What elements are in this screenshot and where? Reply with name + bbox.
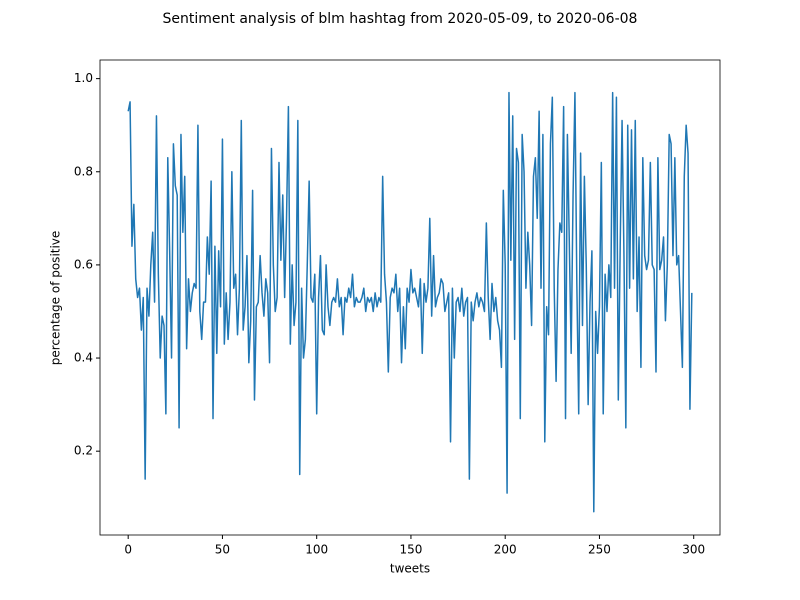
x-tick-label: 200 bbox=[494, 543, 517, 557]
x-axis-label: tweets bbox=[390, 562, 430, 576]
y-tick-label: 1.0 bbox=[74, 71, 93, 85]
x-tick-label: 150 bbox=[399, 543, 422, 557]
y-tick-label: 0.8 bbox=[74, 164, 93, 178]
data-line bbox=[127, 91, 693, 513]
chart-title: Sentiment analysis of blm hashtag from 2… bbox=[163, 11, 638, 27]
plot-frame bbox=[99, 59, 721, 536]
y-tick-label: 0.2 bbox=[74, 444, 93, 458]
x-tick-label: 300 bbox=[682, 543, 705, 557]
y-axis-label: percentage of positive bbox=[49, 231, 63, 366]
x-tick-label: 50 bbox=[215, 543, 230, 557]
y-tick-label: 0.4 bbox=[74, 351, 93, 365]
x-tick-label: 0 bbox=[124, 543, 132, 557]
x-tick-label: 250 bbox=[588, 543, 611, 557]
y-tick-label: 0.6 bbox=[74, 257, 93, 271]
x-tick-label: 100 bbox=[305, 543, 328, 557]
